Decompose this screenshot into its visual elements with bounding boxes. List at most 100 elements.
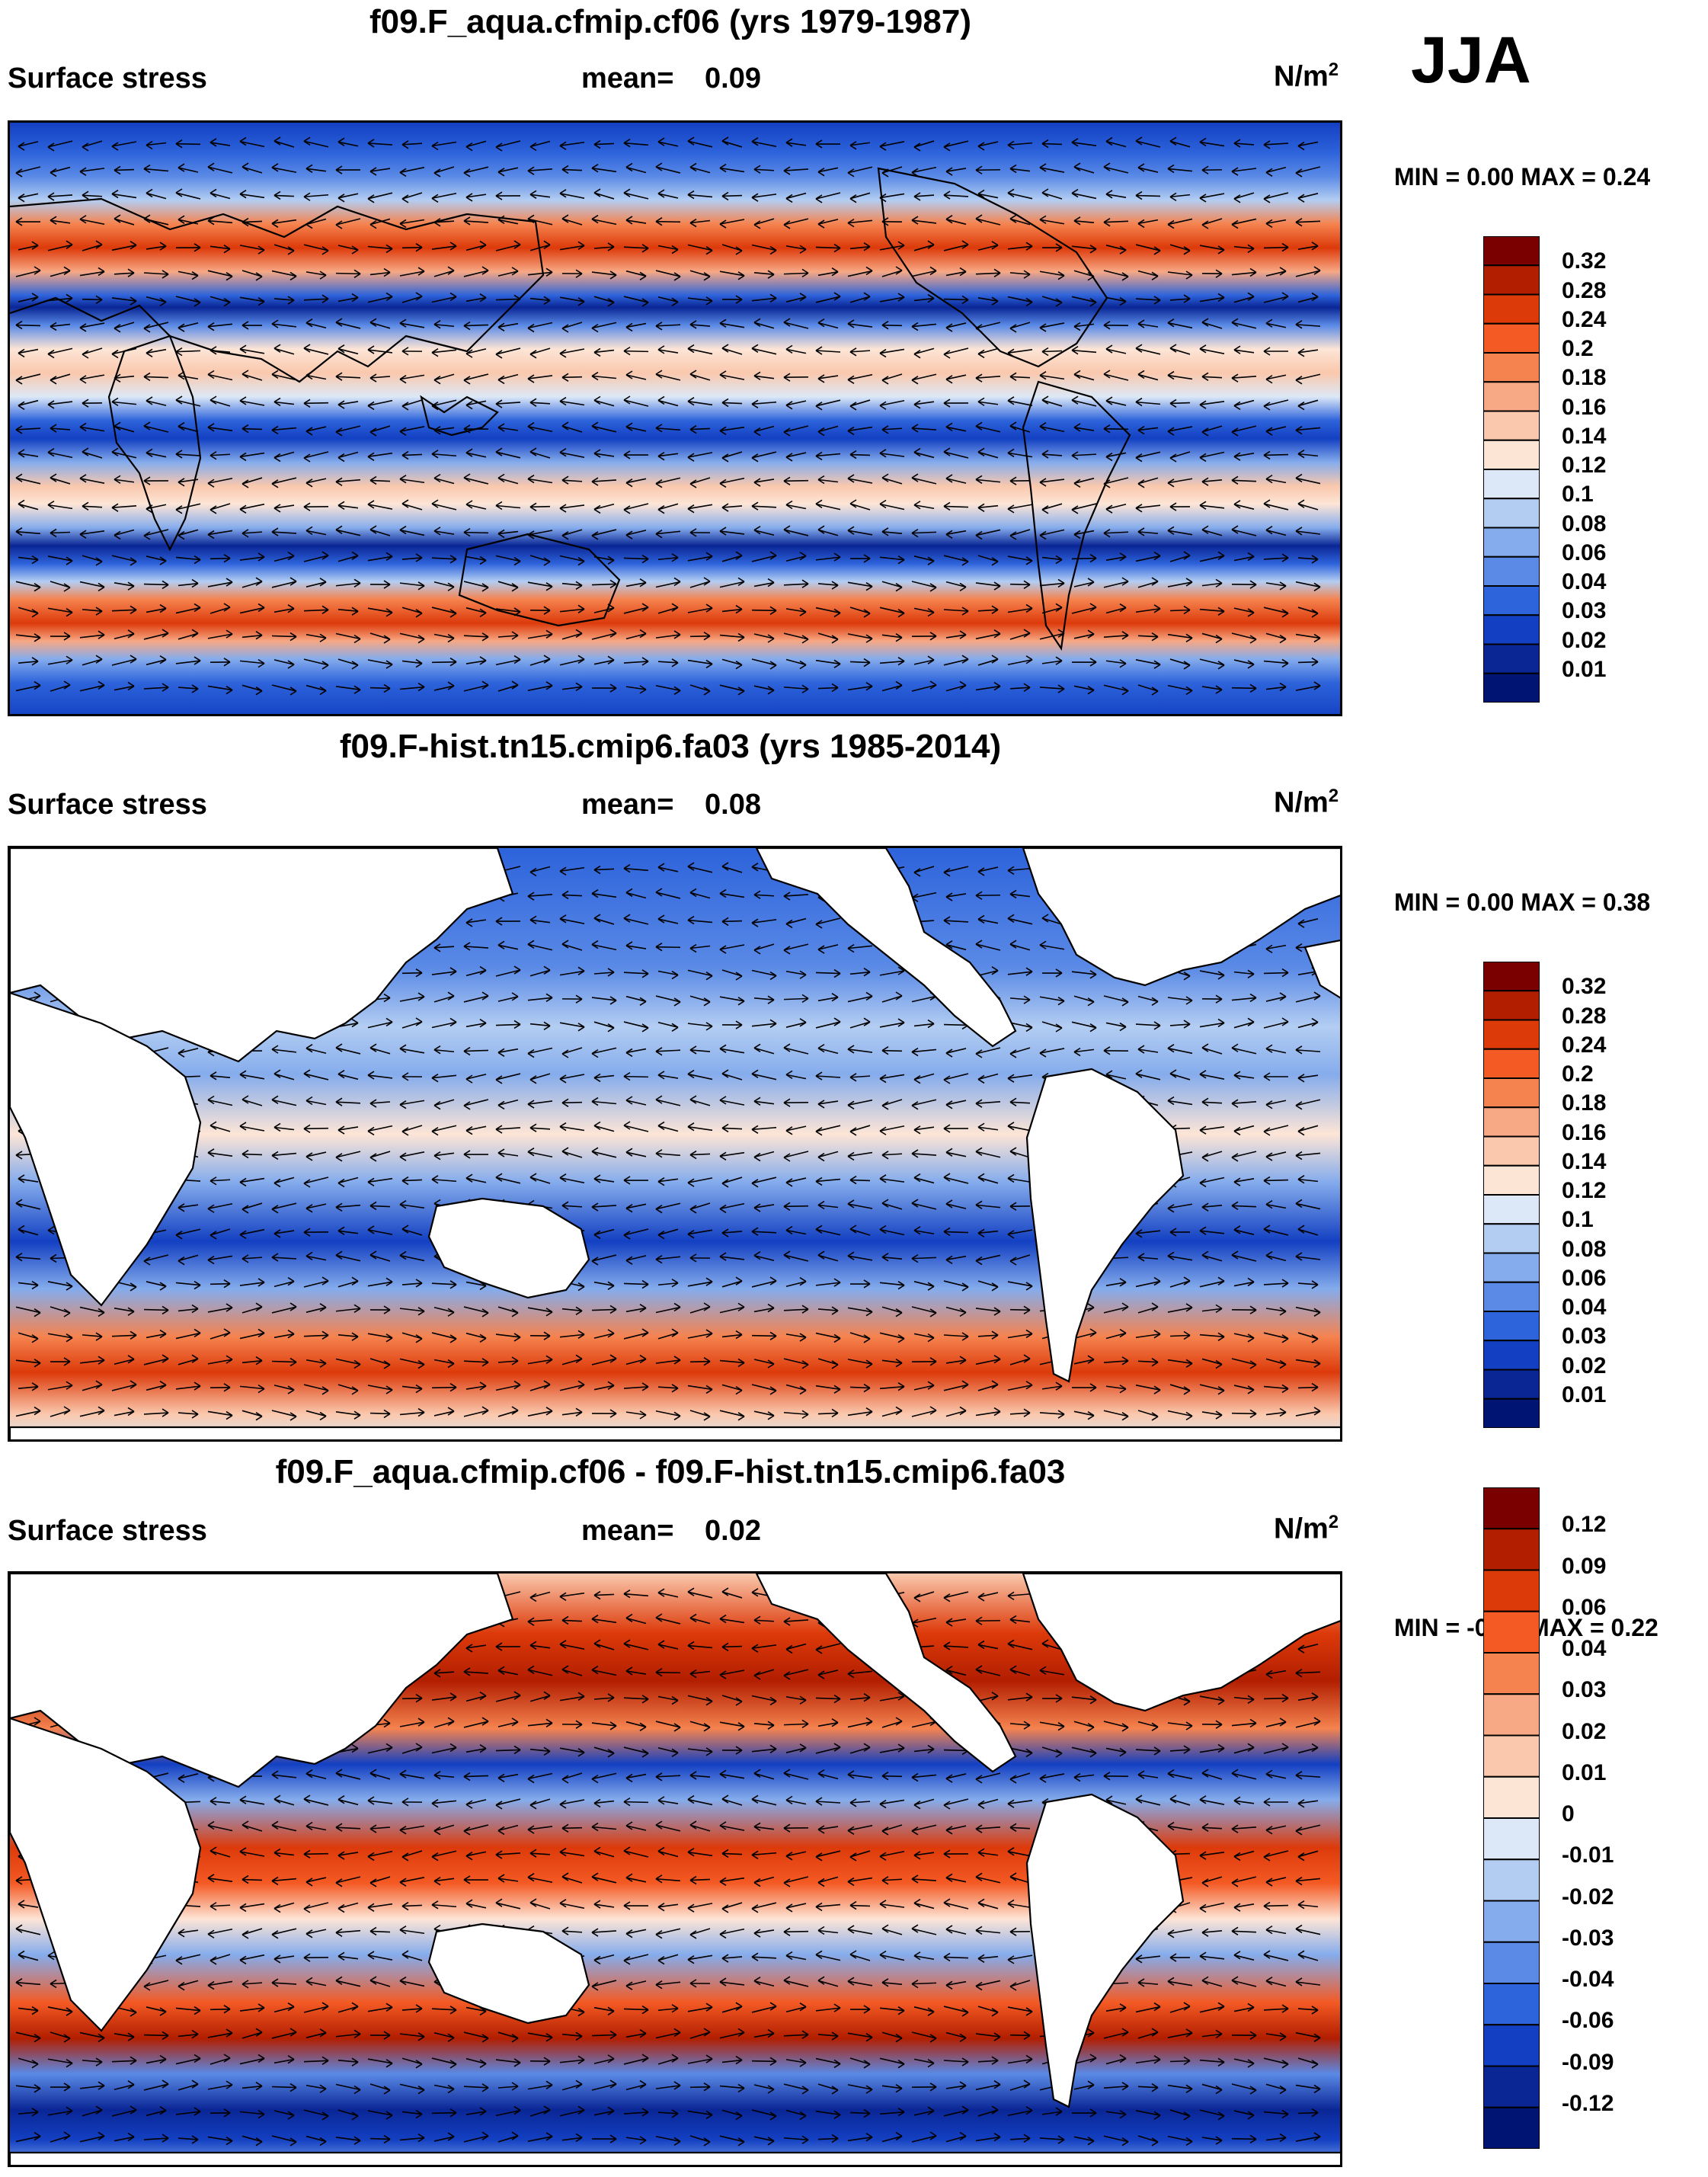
wind-arrow — [369, 2134, 391, 2144]
wind-arrow — [783, 218, 809, 229]
wind-arrow — [785, 138, 807, 147]
wind-arrow — [1039, 1666, 1065, 1676]
wind-arrow — [1041, 1746, 1063, 1758]
wind-arrow — [1263, 1950, 1289, 1961]
wind-arrow — [399, 1926, 425, 1935]
wind-arrow — [721, 344, 743, 355]
wind-arrow — [401, 1125, 423, 1136]
wind-arrow — [1135, 2110, 1161, 2120]
wind-arrow — [367, 1850, 393, 1862]
colorbar-swatch — [1483, 264, 1540, 296]
wind-arrow — [303, 451, 329, 463]
wind-arrow — [721, 1794, 743, 1806]
wind-arrow — [1137, 527, 1159, 536]
wind-arrow — [1167, 1821, 1193, 1831]
wind-arrow — [625, 995, 647, 1006]
wind-arrow — [783, 318, 809, 329]
wind-arrow — [913, 1851, 935, 1860]
wind-arrow — [559, 1799, 585, 1809]
wind-arrow — [241, 630, 263, 640]
wind-arrow — [945, 1873, 967, 1883]
wind-arrow — [369, 318, 391, 329]
wind-arrow — [977, 296, 999, 306]
wind-arrow — [465, 140, 487, 152]
wind-arrow — [305, 684, 327, 696]
wind-arrow — [399, 1307, 425, 1316]
wind-arrow — [975, 529, 1001, 540]
wind-arrow — [1073, 1721, 1095, 1732]
wind-arrow — [913, 555, 935, 565]
wind-arrow — [1295, 425, 1321, 435]
wind-arrow — [367, 2003, 393, 2012]
wind-arrow — [143, 1254, 169, 1266]
wind-arrow — [849, 2108, 871, 2118]
wind-arrow — [975, 1200, 1001, 1210]
wind-arrow — [1263, 242, 1289, 252]
wind-arrow — [623, 296, 649, 307]
colorbar-swatch — [1483, 352, 1540, 383]
wind-arrow — [1105, 552, 1127, 562]
wind-arrow — [369, 1043, 391, 1055]
wind-arrow — [689, 577, 711, 588]
wind-arrow — [1265, 1151, 1287, 1161]
wind-arrow — [911, 1047, 937, 1057]
wind-arrow — [271, 1978, 297, 1987]
wind-arrow — [527, 1047, 553, 1058]
panel-2-mean-value: 0.08 — [705, 789, 761, 821]
wind-arrow — [1169, 1276, 1191, 1288]
wind-arrow — [495, 347, 521, 359]
wind-arrow — [463, 1358, 489, 1367]
wind-arrow — [783, 1098, 809, 1107]
wind-arrow — [305, 2084, 327, 2093]
wind-arrow — [433, 473, 455, 485]
wind-arrow — [1103, 1356, 1129, 1365]
wind-arrow — [47, 2106, 73, 2116]
wind-arrow — [943, 347, 969, 359]
wind-arrow — [977, 1280, 999, 1292]
wind-arrow — [785, 2109, 807, 2121]
wind-arrow — [79, 2031, 105, 2043]
colorbar-tick-label: 0.06 — [1562, 539, 1607, 565]
wind-arrow — [497, 631, 519, 640]
wind-arrow — [1233, 399, 1255, 411]
wind-arrow — [783, 1769, 809, 1780]
wind-arrow — [561, 1047, 583, 1058]
wind-arrow — [1265, 1976, 1287, 1987]
colorbar-tick-label: 0.14 — [1562, 423, 1607, 449]
wind-arrow — [367, 139, 393, 148]
wind-arrow — [1233, 1277, 1255, 1287]
wind-arrow — [625, 2079, 647, 2091]
wind-arrow — [337, 1902, 359, 1913]
wind-arrow — [975, 165, 1001, 174]
wind-arrow — [751, 293, 777, 303]
wind-arrow — [751, 344, 777, 355]
wind-arrow — [399, 166, 425, 177]
wind-arrow — [911, 1099, 937, 1110]
wind-arrow — [465, 607, 487, 617]
wind-arrow — [943, 2006, 969, 2017]
wind-arrow — [625, 2029, 647, 2038]
wind-arrow — [239, 296, 265, 306]
wind-arrow — [689, 888, 711, 899]
wind-arrow — [271, 2083, 297, 2092]
wind-arrow — [1199, 193, 1225, 203]
colorbar-tick-label: 0.2 — [1562, 336, 1594, 361]
wind-arrow — [207, 1148, 233, 1157]
wind-arrow — [18, 1332, 39, 1343]
colorbar-tick-label: 0.32 — [1562, 248, 1607, 274]
colorbar-swatch — [1483, 585, 1540, 616]
wind-arrow — [1007, 188, 1033, 200]
wind-arrow — [687, 1277, 713, 1287]
wind-arrow — [1103, 2135, 1129, 2147]
wind-arrow — [1007, 242, 1033, 251]
wind-arrow — [207, 1980, 233, 1990]
colorbar-swatch — [1483, 1048, 1540, 1079]
wind-arrow — [401, 1225, 423, 1236]
wind-arrow — [401, 192, 423, 203]
colorbar-swatch — [1483, 1941, 1540, 1984]
wind-arrow — [879, 141, 905, 151]
wind-arrow — [433, 1045, 455, 1055]
wind-arrow — [1295, 581, 1321, 592]
wind-arrow — [1009, 1202, 1031, 1211]
wind-arrow — [18, 499, 39, 511]
